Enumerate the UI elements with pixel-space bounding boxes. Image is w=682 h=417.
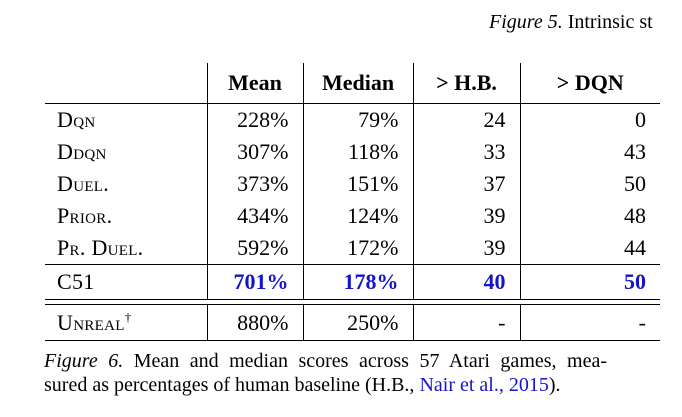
row-label: Pr. Duel. <box>45 232 208 265</box>
cell-gt-hb: 39 <box>413 200 521 232</box>
citation-link[interactable]: Nair et al., 2015 <box>419 374 549 396</box>
table-row-unreal: Unreal† 880% 250% - - <box>45 304 660 341</box>
cell-gt-hb: - <box>413 304 521 341</box>
cell-median: 124% <box>303 200 414 232</box>
row-label: Prior. <box>45 200 208 232</box>
cell-gt-hb: 33 <box>413 136 521 168</box>
cell-gt-dqn: 44 <box>624 235 646 260</box>
cell-gt-dqn: 48 <box>624 203 646 228</box>
dagger-superscript: † <box>124 309 132 325</box>
table-header-corner <box>45 63 208 104</box>
figure6-caption-line2-end: ). <box>548 374 561 396</box>
cell-mean: 701% <box>207 264 304 300</box>
cell-mean: 373% <box>207 168 304 200</box>
cell-mean: 592% <box>207 232 304 265</box>
table-row-ddqn: Ddqn 307% 118% 33 43 <box>45 136 660 168</box>
double-rule-line <box>45 299 660 305</box>
cell-gt-dqn: 50 <box>520 264 660 300</box>
results-table: Mean Median > H.B. > DQN Dqn 228% 79% 24… <box>45 63 660 341</box>
results-table-body: Dqn 228% 79% 24 0 Ddqn 307% 118% 33 43 D… <box>45 103 660 341</box>
cell-median: 151% <box>303 168 414 200</box>
row-label-text: Unreal <box>57 309 125 335</box>
row-label: Dqn <box>45 103 208 136</box>
table-row-pr-duel: Pr. Duel. 592% 172% 39 44 <box>45 232 660 265</box>
row-label: Duel. <box>45 168 208 200</box>
table-header-row: Mean Median > H.B. > DQN <box>45 63 660 104</box>
table-header-gt-hb: > H.B. <box>413 63 521 104</box>
cell-mean: 880% <box>207 304 304 341</box>
cell-gt-dqn: 43 <box>624 139 646 164</box>
row-label: Ddqn <box>45 136 208 168</box>
cell-gt-hb: 39 <box>413 232 521 265</box>
cell-median: 172% <box>303 232 414 265</box>
table-row-duel: Duel. 373% 151% 37 50 <box>45 168 660 200</box>
figure5-text: Intrinsic st <box>562 11 653 33</box>
cell-gt-dqn: 50 <box>624 171 646 196</box>
row-label: Unreal† <box>45 304 208 341</box>
cell-mean: 434% <box>207 200 304 232</box>
table-row-c51-highlight: C51 701% 178% 40 50 <box>45 264 660 300</box>
cell-median: 178% <box>303 264 414 300</box>
figure6-caption-line2: sured as percentages of human baseline (… <box>44 374 420 396</box>
table-header-mean: Mean <box>207 63 304 104</box>
table-header-median: Median <box>303 63 414 104</box>
figure6-caption-line1: Mean and median scores across 57 Atari g… <box>123 350 607 372</box>
row-label: C51 <box>45 264 208 300</box>
cell-gt-hb: 24 <box>413 103 521 136</box>
cell-median: 118% <box>303 136 414 168</box>
cell-gt-hb: 37 <box>413 168 521 200</box>
cell-gt-dqn: 0 <box>635 107 646 132</box>
cell-median: 79% <box>303 103 414 136</box>
figure5-caption-fragment: Figure 5. Intrinsic st <box>489 11 653 34</box>
figure6-caption: Figure 6. Mean and median scores across … <box>44 349 668 397</box>
table-header-gt-dqn: > DQN <box>520 63 660 104</box>
table-row-dqn: Dqn 228% 79% 24 0 <box>45 103 660 136</box>
table-row-prior: Prior. 434% 124% 39 48 <box>45 200 660 232</box>
cell-mean: 228% <box>207 103 304 136</box>
cell-mean: 307% <box>207 136 304 168</box>
cell-gt-hb: 40 <box>413 264 521 300</box>
figure6-label: Figure 6. <box>44 350 124 372</box>
cell-gt-dqn: - <box>520 304 660 341</box>
double-rule-gap <box>45 299 660 305</box>
cell-median: 250% <box>303 304 414 341</box>
figure5-label: Figure 5. <box>489 11 563 33</box>
